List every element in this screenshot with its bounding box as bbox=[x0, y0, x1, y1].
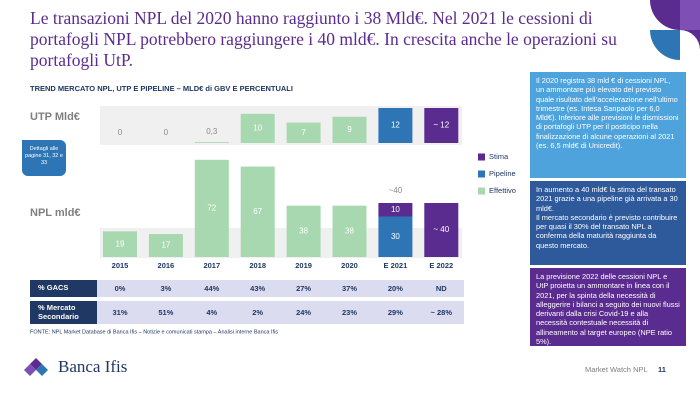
table-row-label: % Mercato Secondario bbox=[30, 301, 98, 324]
table-cell: ~ 28% bbox=[418, 301, 465, 324]
value-label: 0 bbox=[164, 128, 169, 137]
bar bbox=[424, 203, 459, 257]
table-cell: 2% bbox=[234, 301, 281, 324]
value-label: ~ 12 bbox=[433, 121, 449, 130]
value-label: 0,3 bbox=[206, 127, 218, 136]
bar bbox=[240, 113, 275, 143]
x-tick-label: 2016 bbox=[158, 261, 175, 270]
bar bbox=[378, 203, 413, 217]
bar bbox=[194, 142, 229, 143]
decoration bbox=[680, 0, 700, 30]
bar bbox=[103, 231, 137, 257]
bar bbox=[194, 159, 229, 257]
table-cell: 3% bbox=[142, 280, 189, 297]
source: FONTE: NPL Market Database di Banca Ifis… bbox=[30, 329, 278, 335]
legend-swatch bbox=[478, 153, 485, 161]
badge bbox=[22, 140, 66, 176]
value-label: 10 bbox=[391, 205, 400, 214]
page-number: 11 bbox=[658, 365, 666, 374]
value-label: 10 bbox=[253, 124, 262, 133]
table-cell: ND bbox=[418, 280, 465, 297]
logo-text: Banca Ifis bbox=[58, 357, 127, 376]
table-cell: 37% bbox=[326, 280, 373, 297]
panel-label: UTP Mld€ bbox=[30, 111, 80, 123]
value-label: 67 bbox=[253, 207, 262, 216]
value-label: 30 bbox=[391, 232, 400, 241]
table-cell: 0% bbox=[97, 280, 143, 297]
logo-icon bbox=[24, 358, 48, 376]
decoration bbox=[650, 0, 680, 30]
table-cell: 24% bbox=[280, 301, 327, 324]
bar bbox=[148, 234, 183, 257]
note-box: Il 2020 registra 38 mld € di cessioni NP… bbox=[530, 72, 686, 178]
value-label: 19 bbox=[116, 239, 125, 248]
value-label: 12 bbox=[391, 121, 400, 130]
decoration bbox=[680, 30, 700, 50]
value-label: 38 bbox=[299, 226, 308, 235]
legend-swatch bbox=[478, 170, 485, 178]
value-label: 7 bbox=[301, 128, 306, 137]
table-cell: 23% bbox=[326, 301, 373, 324]
x-tick-label: 2017 bbox=[203, 261, 220, 270]
decoration bbox=[650, 30, 680, 60]
bar bbox=[424, 108, 459, 143]
table-cell: 27% bbox=[280, 280, 327, 297]
legend-label: Stima bbox=[489, 152, 509, 161]
badge-text: Dettagli alle pagine 31, 32 e 33 bbox=[25, 146, 63, 166]
panel-label: NPL mld€ bbox=[30, 207, 81, 219]
x-tick-label: 2015 bbox=[112, 261, 129, 270]
x-tick-label: E 2022 bbox=[429, 261, 453, 270]
bar bbox=[286, 122, 321, 143]
x-tick-label: 2020 bbox=[341, 261, 358, 270]
value-label: 9 bbox=[347, 125, 352, 134]
bar bbox=[378, 216, 413, 257]
footer-text: Market Watch NPL bbox=[585, 365, 648, 374]
legend-label: Pipeline bbox=[489, 169, 516, 178]
x-tick-label: 2018 bbox=[249, 261, 266, 270]
value-label: ~ 40 bbox=[433, 225, 449, 234]
table-cell: 4% bbox=[188, 301, 235, 324]
bar bbox=[332, 205, 367, 257]
note-box: La previsione 2022 delle cessioni NPL e … bbox=[530, 268, 686, 346]
bar bbox=[240, 166, 275, 257]
table-cell: 51% bbox=[142, 301, 189, 324]
note-box: In aumento a 40 mld€ la stima del transa… bbox=[530, 181, 686, 265]
table-row-label: % GACS bbox=[30, 280, 98, 297]
chart-title: TREND MERCATO NPL, UTP E PIPELINE – MLD€… bbox=[30, 84, 293, 93]
table-cell: 31% bbox=[97, 301, 143, 324]
bar bbox=[332, 116, 367, 143]
x-tick-label: 2019 bbox=[295, 261, 312, 270]
table-cell: 29% bbox=[372, 301, 419, 324]
value-label: 0 bbox=[118, 128, 123, 137]
x-tick-label: E 2021 bbox=[384, 261, 408, 270]
table-cell: 44% bbox=[188, 280, 235, 297]
value-label: 38 bbox=[345, 226, 354, 235]
value-label: 72 bbox=[207, 204, 216, 213]
bar bbox=[286, 205, 321, 257]
bar bbox=[378, 108, 413, 143]
legend-label: Effettivo bbox=[489, 186, 516, 195]
table-cell: 43% bbox=[234, 280, 281, 297]
value-label: 17 bbox=[161, 241, 170, 250]
slide-title: Le transazioni NPL del 2020 hanno raggiu… bbox=[30, 8, 617, 70]
legend-swatch bbox=[478, 187, 485, 195]
annotation: ~40 bbox=[389, 186, 403, 195]
table-cell: 20% bbox=[372, 280, 419, 297]
